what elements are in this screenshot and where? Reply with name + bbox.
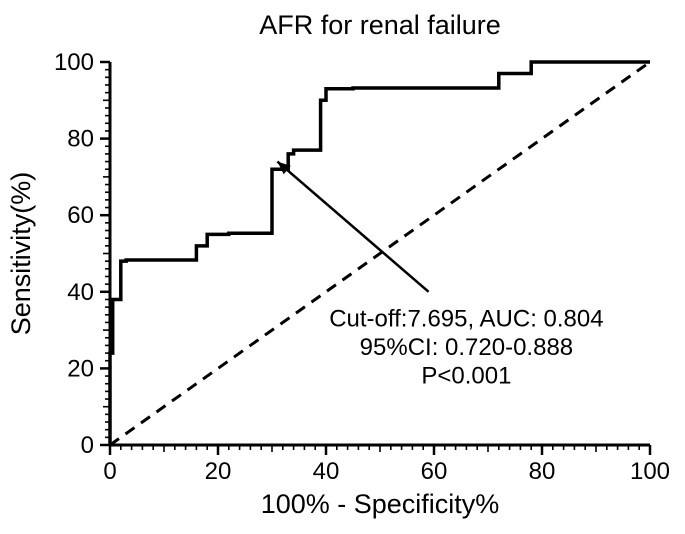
x-tick-label: 40: [313, 458, 340, 485]
y-tick-label: 80: [67, 126, 94, 153]
y-tick-label: 60: [67, 202, 94, 229]
x-tick-label: 60: [421, 458, 448, 485]
stats-annotation-line: Cut-off:7.695, AUC: 0.804: [329, 305, 603, 332]
stats-annotation-line: P<0.001: [421, 363, 511, 390]
x-tick-label: 20: [205, 458, 232, 485]
diagonal-reference-line: [110, 62, 650, 445]
chart-title: AFR for renal failure: [259, 10, 501, 40]
stats-annotation-line: 95%CI: 0.720-0.888: [360, 334, 573, 361]
roc-chart: AFR for renal failure 0 20 40 60 80 100 0 20 40 60…: [0, 0, 685, 534]
y-tick-label: 20: [67, 355, 94, 382]
y-tick-label: 100: [54, 49, 94, 76]
chart-svg: AFR for renal failure 0 20 40 60 80 100 0 20 40 60…: [0, 0, 685, 534]
cutoff-arrow-line: [277, 162, 428, 292]
y-axis-label: Sensitivity(%): [6, 172, 36, 336]
y-tick-label: 40: [67, 279, 94, 306]
x-tick-label: 80: [529, 458, 556, 485]
x-tick-label: 100: [630, 458, 670, 485]
x-axis-label: 100% - Specificity%: [261, 489, 500, 519]
y-tick-label: 0: [81, 432, 94, 459]
x-tick-label: 0: [103, 458, 116, 485]
